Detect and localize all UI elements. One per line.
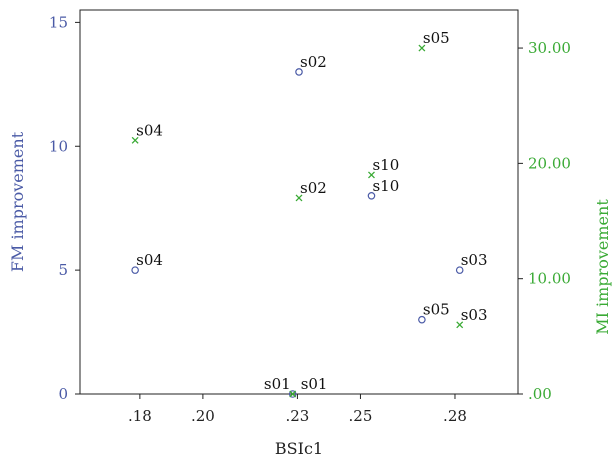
y-left-tick-label: 5 — [58, 261, 68, 279]
x-tick-label: .20 — [191, 407, 215, 425]
data-point-x — [131, 136, 139, 144]
data-point-label: s01 — [301, 375, 328, 393]
data-point-x — [289, 390, 297, 398]
data-point-x — [368, 171, 375, 179]
data-point-circle — [455, 266, 464, 274]
x-tick-label: .18 — [128, 407, 152, 425]
data-point-x — [295, 194, 303, 202]
data-point-label: s02 — [300, 179, 327, 197]
y-right-tick-label: 10.00 — [528, 270, 571, 288]
data-point-circle — [295, 68, 303, 76]
data-point-label: s05 — [423, 301, 450, 319]
y-axis-left-title: FM improvement — [8, 131, 27, 272]
data-point-circle — [367, 192, 376, 200]
data-point-circle — [288, 390, 297, 398]
data-point-label: s02 — [300, 53, 327, 71]
data-point-label: s05 — [423, 29, 450, 47]
y-left-tick-label: 10 — [49, 137, 68, 155]
y-left-tick-label: 15 — [49, 13, 68, 31]
data-point-circle — [418, 315, 426, 324]
data-point-x — [418, 44, 426, 52]
data-point-circle — [131, 266, 139, 274]
data-point-label: s03 — [461, 306, 488, 324]
x-tick-label: .28 — [443, 407, 467, 425]
y-right-tick-label: 30.00 — [528, 39, 571, 57]
data-point-label: s03 — [461, 251, 488, 269]
data-point-label: s01 — [264, 375, 291, 393]
x-axis-title: BSIc1 — [275, 439, 323, 458]
plot-frame — [79, 9, 519, 395]
data-point-label: s04 — [136, 251, 163, 269]
y-left-tick-label: 0 — [58, 385, 68, 403]
y-axis-right-title: MI improvement — [593, 199, 612, 335]
y-right-tick-label: .00 — [528, 385, 552, 403]
x-tick-label: .25 — [349, 407, 373, 425]
data-point-x — [456, 321, 464, 329]
data-point-label: s10 — [372, 156, 399, 174]
data-point-label: s04 — [136, 121, 163, 139]
x-tick-label: .23 — [285, 407, 309, 425]
y-right-tick-label: 20.00 — [528, 154, 571, 172]
data-point-label: s10 — [372, 177, 399, 195]
